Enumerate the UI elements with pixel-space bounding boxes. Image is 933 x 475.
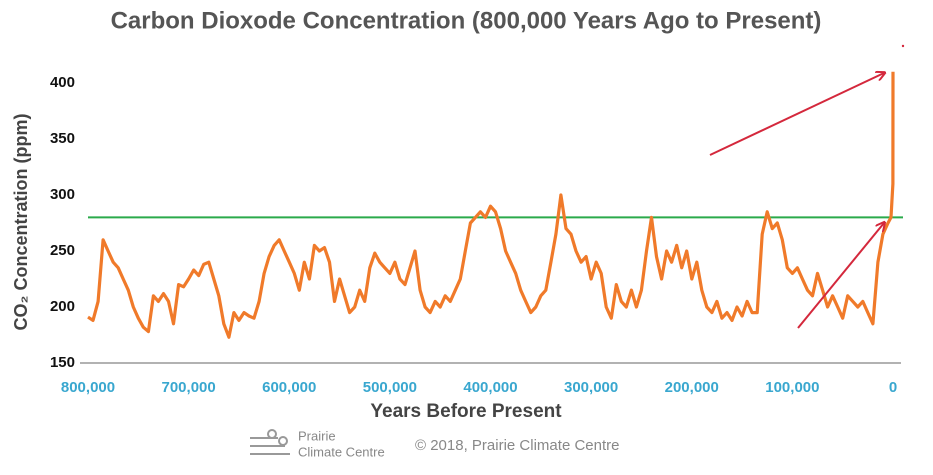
x-tick-label: 700,000 (162, 379, 216, 396)
annotation-dot (901, 44, 905, 48)
y-tick-label: 150 (50, 354, 75, 371)
chart-title: Carbon Dioxode Concentration (800,000 Ye… (111, 7, 822, 34)
x-tick-label: 0 (889, 379, 897, 396)
y-tick-label: 400 (50, 74, 75, 91)
y-tick-label: 350 (50, 130, 75, 147)
x-tick-label: 300,000 (564, 379, 618, 396)
footer-logo (250, 429, 290, 455)
footer-credit: © 2018, Prairie Climate Centre (415, 437, 619, 454)
footer-logo-text: Climate Centre (298, 444, 385, 459)
y-tick-label: 200 (50, 298, 75, 315)
x-tick-label: 100,000 (765, 379, 819, 396)
annotation-arrow (709, 73, 884, 156)
x-tick-label: 400,000 (463, 379, 517, 396)
footer-logo-text: Prairie (298, 428, 336, 443)
x-tick-label: 800,000 (61, 379, 115, 396)
x-tick-label: 200,000 (665, 379, 719, 396)
x-axis-label: Years Before Present (370, 401, 562, 422)
y-tick-label: 300 (50, 186, 75, 203)
x-tick-label: 500,000 (363, 379, 417, 396)
plot-area: 150 200 250 300 350 400 800,000 700,000 600,000 5… (50, 71, 903, 396)
y-tick-label: 250 (50, 242, 75, 259)
annotation-arrow (797, 223, 884, 329)
x-tick-label: 600,000 (262, 379, 316, 396)
co2-line (87, 71, 895, 339)
y-axis-label: CO₂ Concentration (ppm) (11, 114, 31, 331)
